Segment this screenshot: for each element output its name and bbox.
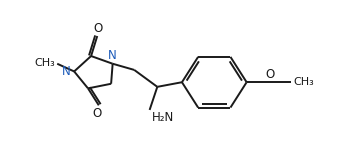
Text: O: O (92, 107, 102, 120)
Text: N: N (62, 65, 70, 78)
Text: O: O (94, 22, 103, 35)
Text: O: O (266, 69, 275, 81)
Text: CH₃: CH₃ (294, 77, 314, 87)
Text: H₂N: H₂N (152, 111, 174, 124)
Text: CH₃: CH₃ (34, 58, 55, 68)
Text: N: N (108, 49, 117, 62)
